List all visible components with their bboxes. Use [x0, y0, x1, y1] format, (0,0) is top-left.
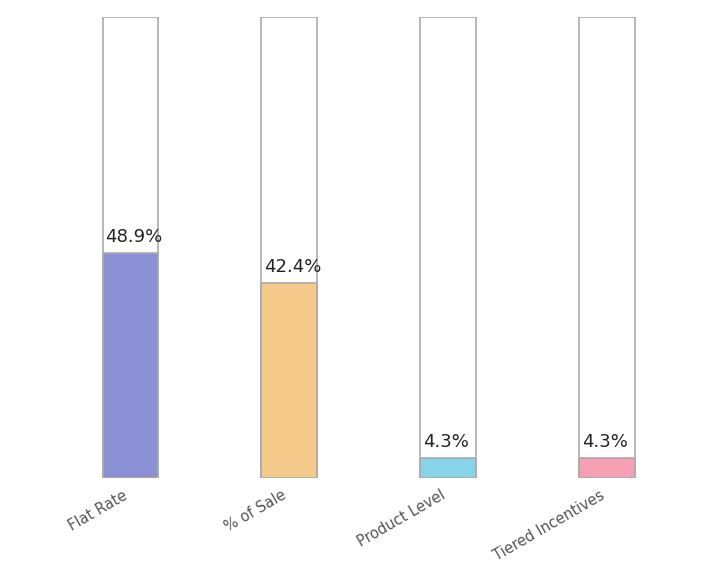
Bar [420, 458, 476, 478]
Bar [579, 17, 635, 478]
Bar [261, 283, 317, 478]
Text: 4.3%: 4.3% [582, 433, 628, 451]
Text: 42.4%: 42.4% [264, 258, 321, 276]
Bar [261, 17, 317, 478]
Bar [420, 17, 476, 478]
Text: 48.9%: 48.9% [105, 228, 163, 246]
Bar [579, 458, 635, 478]
Bar [102, 253, 158, 478]
Text: 4.3%: 4.3% [423, 433, 469, 451]
Bar [102, 17, 158, 478]
